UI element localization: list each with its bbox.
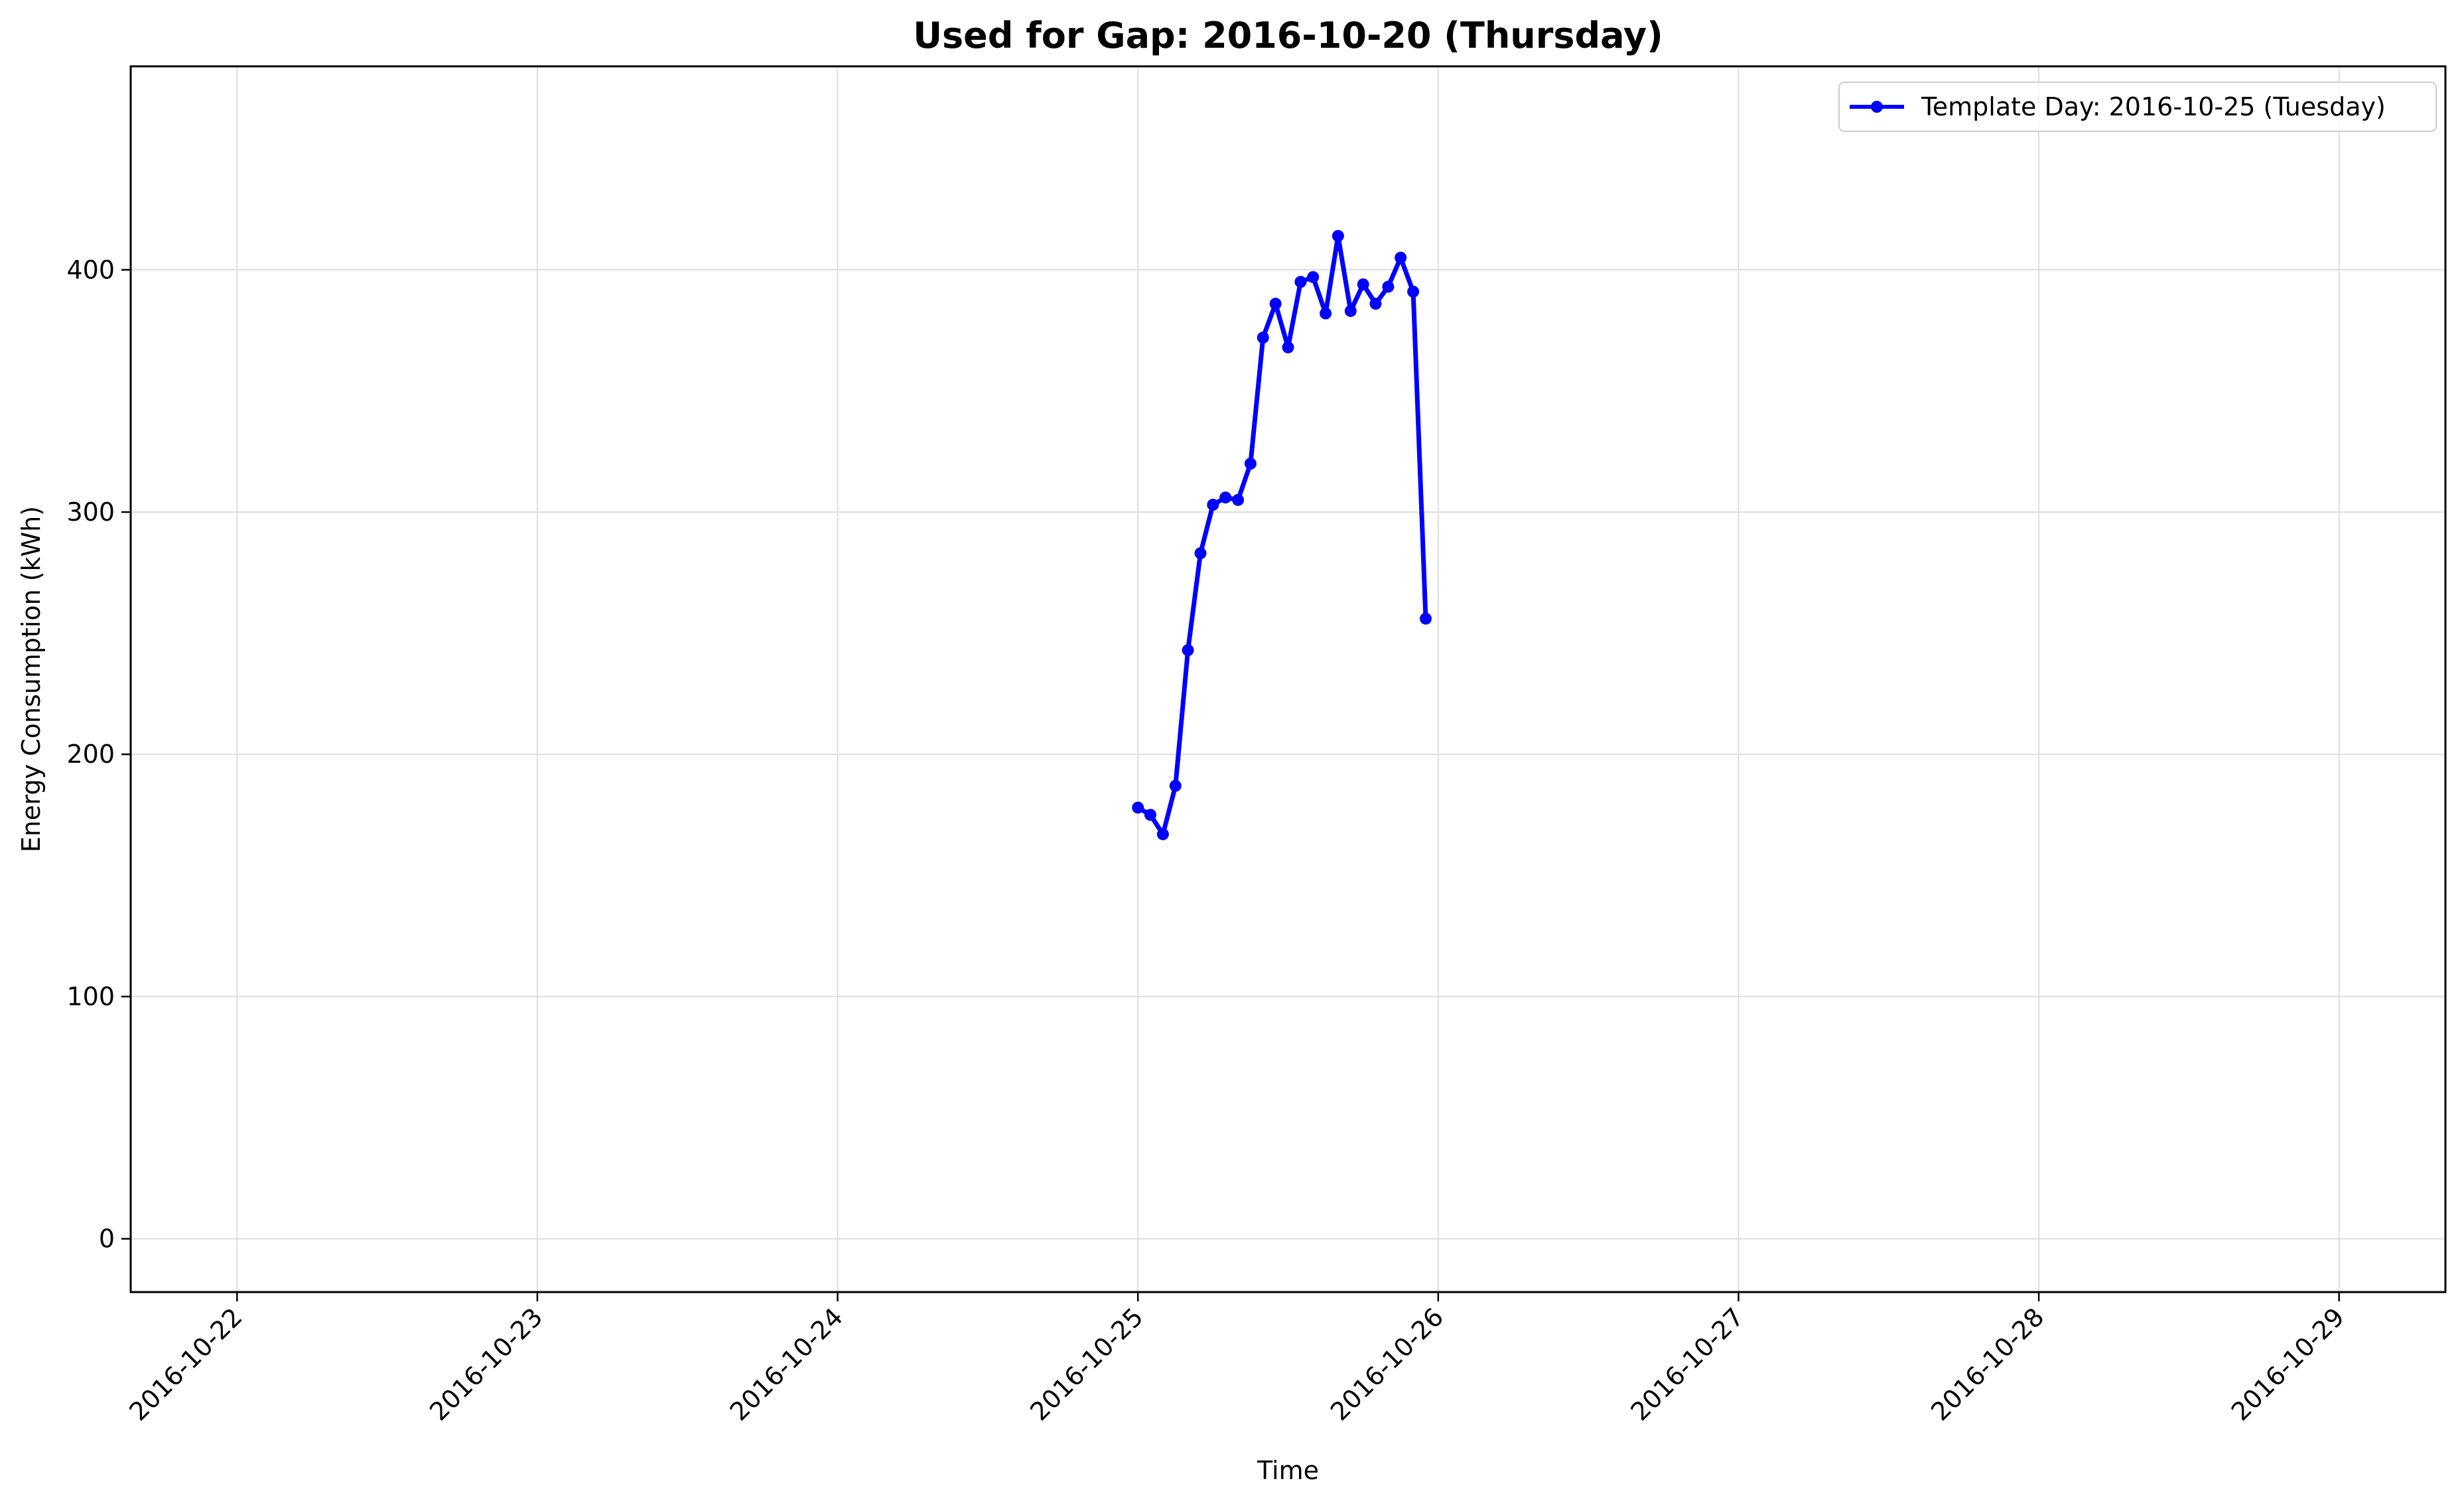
grid	[131, 66, 2445, 1292]
y-tick-label: 400	[66, 255, 115, 285]
plot-frame	[129, 65, 2447, 1293]
data-point	[1207, 499, 1219, 511]
data-point	[1219, 491, 1232, 504]
x-axis-label: Time	[1257, 1456, 1319, 1485]
data-point	[1257, 332, 1269, 344]
data-point	[1395, 251, 1407, 264]
y-axis-label: Energy Consumption (kWh)	[17, 506, 46, 852]
data-point	[1144, 809, 1156, 821]
data-point	[1382, 281, 1395, 293]
chart-title: Used for Gap: 2016-10-20 (Thursday)	[913, 15, 1663, 56]
data-point	[1132, 801, 1144, 814]
data-point	[1232, 493, 1245, 506]
legend-entry-label: Template Day: 2016-10-25 (Tuesday)	[1921, 92, 2386, 121]
y-tick-label: 300	[66, 497, 115, 527]
data-point	[1407, 285, 1420, 298]
data-point	[1357, 278, 1369, 291]
data-point	[1344, 304, 1357, 317]
y-tick-label: 100	[66, 982, 115, 1011]
series-layer	[1132, 229, 1432, 840]
data-point	[1194, 547, 1207, 560]
data-point	[1294, 276, 1307, 288]
data-point	[1332, 229, 1344, 242]
data-point	[1307, 271, 1320, 283]
data-point	[1269, 297, 1282, 310]
data-point	[1282, 341, 1294, 354]
data-point	[1182, 644, 1194, 657]
data-point	[1169, 779, 1182, 792]
data-point	[1244, 458, 1257, 470]
y-tick-label: 200	[66, 740, 115, 769]
data-point	[1156, 828, 1169, 840]
legend-marker-swatch	[1871, 101, 1883, 113]
legend: Template Day: 2016-10-25 (Tuesday)	[1838, 82, 2437, 132]
y-tick-label: 0	[99, 1224, 115, 1254]
data-point	[1369, 297, 1382, 310]
legend-box	[1838, 82, 2437, 132]
data-point	[1320, 307, 1332, 320]
data-point	[1420, 612, 1432, 625]
